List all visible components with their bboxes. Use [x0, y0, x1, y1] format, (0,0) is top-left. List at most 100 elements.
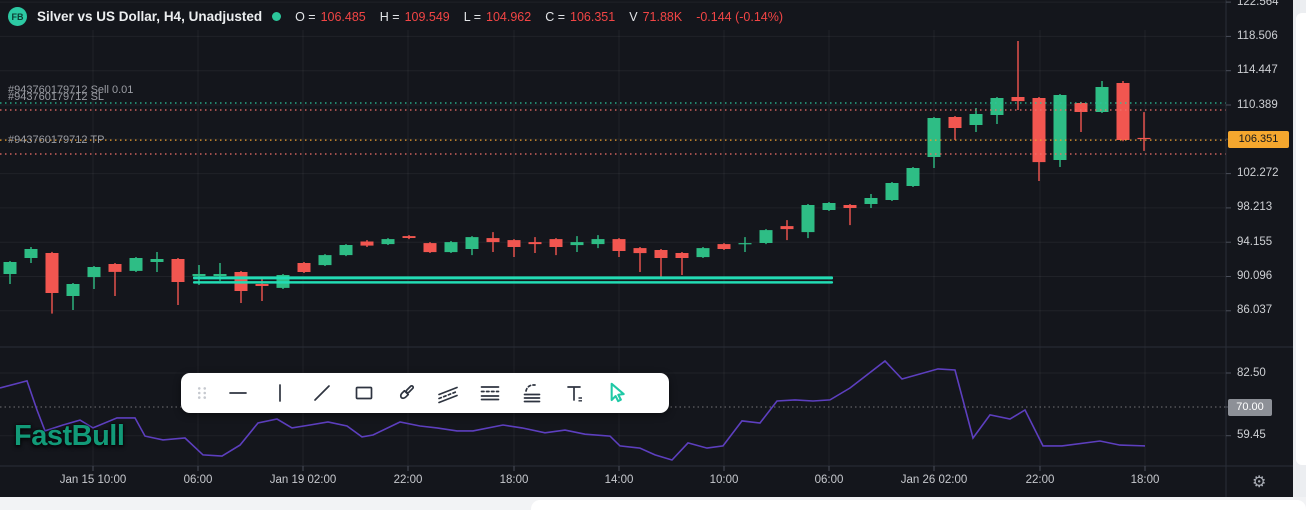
close-label: C = [545, 9, 566, 24]
candle [738, 237, 752, 252]
indicator-level-badge: 70.00 [1228, 398, 1272, 416]
order-tp-label[interactable]: #943760179712 TP [8, 134, 105, 146]
price-axis-label: 90.096 [1237, 270, 1273, 282]
rectangle-tool[interactable] [343, 376, 385, 410]
candle [1095, 81, 1109, 113]
candle [780, 220, 794, 241]
page-bottom-card [531, 500, 1306, 510]
chart-canvas[interactable] [0, 0, 1293, 497]
candle [360, 240, 374, 247]
text-tool[interactable] [553, 376, 595, 410]
candle [1011, 41, 1025, 110]
candle [801, 204, 815, 239]
time-axis-label: 18:00 [499, 474, 529, 486]
order-sell-label[interactable]: #943760179712 Sell 0.01 [8, 84, 134, 96]
candle [171, 258, 185, 305]
time-axis-label: 06:00 [183, 474, 213, 486]
chart-header: FB Silver vs US Dollar, H4, Unadjusted O… [8, 7, 783, 26]
fib-retracement-tool[interactable] [469, 376, 511, 410]
candle [507, 239, 521, 257]
candle [843, 204, 857, 226]
fastbull-watermark: FastBull [14, 420, 125, 452]
candle [1116, 81, 1130, 142]
high-value: 109.549 [404, 9, 450, 24]
candle [654, 249, 668, 278]
indicator-line[interactable] [0, 359, 1146, 461]
price-axis-label: 118.506 [1237, 29, 1278, 42]
time-axis-label: Jan 19 02:00 [269, 474, 337, 486]
change-value: -0.144 (-0.14%) [696, 9, 784, 24]
candle [381, 238, 395, 245]
candle [633, 247, 647, 272]
drawing-toolbar[interactable] [181, 373, 669, 413]
candle [864, 194, 878, 208]
time-axis-label: 22:00 [393, 474, 423, 486]
trend-line-tool[interactable] [301, 376, 343, 410]
candle [549, 238, 563, 256]
volume-value: 71.88K [642, 9, 683, 24]
candle [150, 252, 164, 272]
last-price-badge: 106.351 [1228, 130, 1289, 148]
candle [528, 237, 542, 253]
ohlc-readout: O = 106.485 H = 109.549 L = 104.962 C = 106.… [295, 10, 783, 24]
candle [255, 277, 269, 301]
candle [906, 167, 920, 187]
horizontal-line-tool[interactable] [217, 376, 259, 410]
price-axis-label: 122.564 [1237, 0, 1279, 8]
indicator-axis-label: 59.45 [1237, 429, 1266, 442]
time-axis-label: 10:00 [709, 474, 739, 486]
candle [822, 202, 836, 211]
candle [1137, 112, 1151, 151]
status-dot-icon [272, 12, 282, 21]
candle [675, 252, 689, 275]
low-value: 104.962 [486, 9, 532, 24]
candle [612, 238, 626, 257]
candle [570, 236, 584, 252]
candle [969, 108, 983, 132]
candle [948, 116, 962, 140]
candle [717, 243, 731, 250]
time-axis-label: 06:00 [814, 474, 844, 486]
open-value: 106.485 [320, 9, 366, 24]
vertical-line-tool[interactable] [259, 376, 301, 410]
price-axis-label: 98.213 [1237, 201, 1273, 214]
candle [591, 235, 605, 249]
price-axis-label: 86.037 [1237, 304, 1273, 317]
order-sl-label[interactable]: #943760179712 SL [8, 91, 105, 103]
candle [66, 283, 80, 310]
candle [990, 97, 1004, 124]
close-value: 106.351 [570, 9, 616, 24]
parallel-channel-tool[interactable] [427, 376, 469, 410]
support-line-drawing[interactable] [193, 281, 833, 284]
price-axis-label: 94.155 [1237, 235, 1273, 248]
pointer-cursor[interactable] [595, 376, 637, 410]
drag-handle[interactable] [187, 376, 217, 410]
time-axis-label: 18:00 [1130, 474, 1160, 486]
settings-gear-icon[interactable]: ⚙ [1252, 474, 1267, 491]
price-axis-label: 110.389 [1237, 98, 1278, 111]
fib-arc-tool[interactable] [511, 376, 553, 410]
time-axis-label: 22:00 [1025, 474, 1055, 486]
candle [444, 241, 458, 253]
support-line-drawing[interactable] [193, 276, 833, 280]
time-axis-label: Jan 26 02:00 [900, 474, 968, 486]
candle [486, 232, 500, 252]
candle [234, 271, 248, 303]
candle [696, 247, 710, 258]
page-right-card [1296, 13, 1306, 465]
candle [423, 242, 437, 253]
candle [1032, 97, 1046, 181]
symbol-title[interactable]: Silver vs US Dollar, H4, Unadjusted [37, 9, 263, 24]
candle [3, 261, 17, 284]
candle [1053, 94, 1067, 167]
candle [297, 262, 311, 273]
brush-tool[interactable] [385, 376, 427, 410]
candle [885, 182, 899, 201]
low-label: L = [463, 9, 482, 24]
open-label: O = [295, 9, 316, 24]
candle [1074, 101, 1088, 132]
candle [87, 266, 101, 289]
high-label: H = [379, 9, 400, 24]
fastbull-logo-icon: FB [8, 7, 27, 26]
